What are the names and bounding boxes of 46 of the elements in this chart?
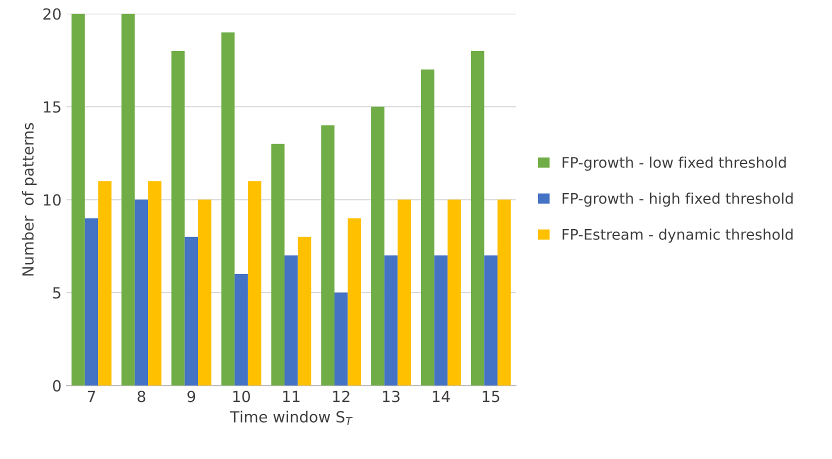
bar — [334, 292, 348, 386]
x-tick-label: 11 — [283, 390, 300, 402]
bar — [271, 144, 285, 386]
bar — [221, 32, 235, 386]
legend-label: FP-Estream - dynamic threshold — [562, 228, 793, 243]
bar — [184, 236, 198, 386]
bar — [448, 200, 461, 386]
legend-label: FP-growth - high fixed threshold — [562, 192, 793, 207]
bar — [148, 181, 162, 386]
x-tick-label: 14 — [432, 390, 450, 402]
bar — [298, 236, 312, 386]
bar — [72, 14, 85, 386]
bar — [470, 50, 484, 386]
bar — [84, 218, 98, 386]
bar — [348, 218, 362, 386]
bar — [284, 255, 298, 386]
x-tick-label: 8 — [138, 390, 146, 402]
bar — [98, 181, 112, 386]
bar — [420, 70, 434, 386]
x-axis-title: Time window S$_{T}$ — [230, 410, 353, 425]
bar — [321, 125, 334, 386]
bar — [434, 255, 448, 386]
y-tick-label: 0 — [52, 380, 61, 392]
y-axis-title: Number of patterns — [22, 123, 37, 276]
bar — [121, 14, 135, 386]
y-tick-label: 10 — [44, 194, 61, 206]
bar — [171, 50, 185, 386]
bar — [198, 200, 212, 386]
legend-label: FP-growth - low fixed threshold — [562, 156, 786, 171]
x-tick-label: 10 — [233, 390, 250, 402]
x-tick-label: 7 — [88, 390, 96, 402]
bar — [371, 106, 384, 386]
y-tick-label: 20 — [43, 8, 61, 20]
bar — [248, 181, 262, 386]
x-tick-label: 13 — [383, 390, 400, 402]
x-tick-label: 12 — [333, 390, 350, 402]
bar — [234, 274, 248, 386]
bar — [484, 255, 498, 386]
y-tick-label: 15 — [44, 101, 60, 113]
bar — [398, 200, 412, 386]
x-tick-label: 15 — [482, 390, 500, 402]
x-tick-label: 9 — [187, 390, 196, 402]
y-tick-label: 5 — [53, 287, 60, 299]
bar — [384, 255, 398, 386]
bar — [134, 200, 148, 386]
bar — [498, 200, 511, 386]
